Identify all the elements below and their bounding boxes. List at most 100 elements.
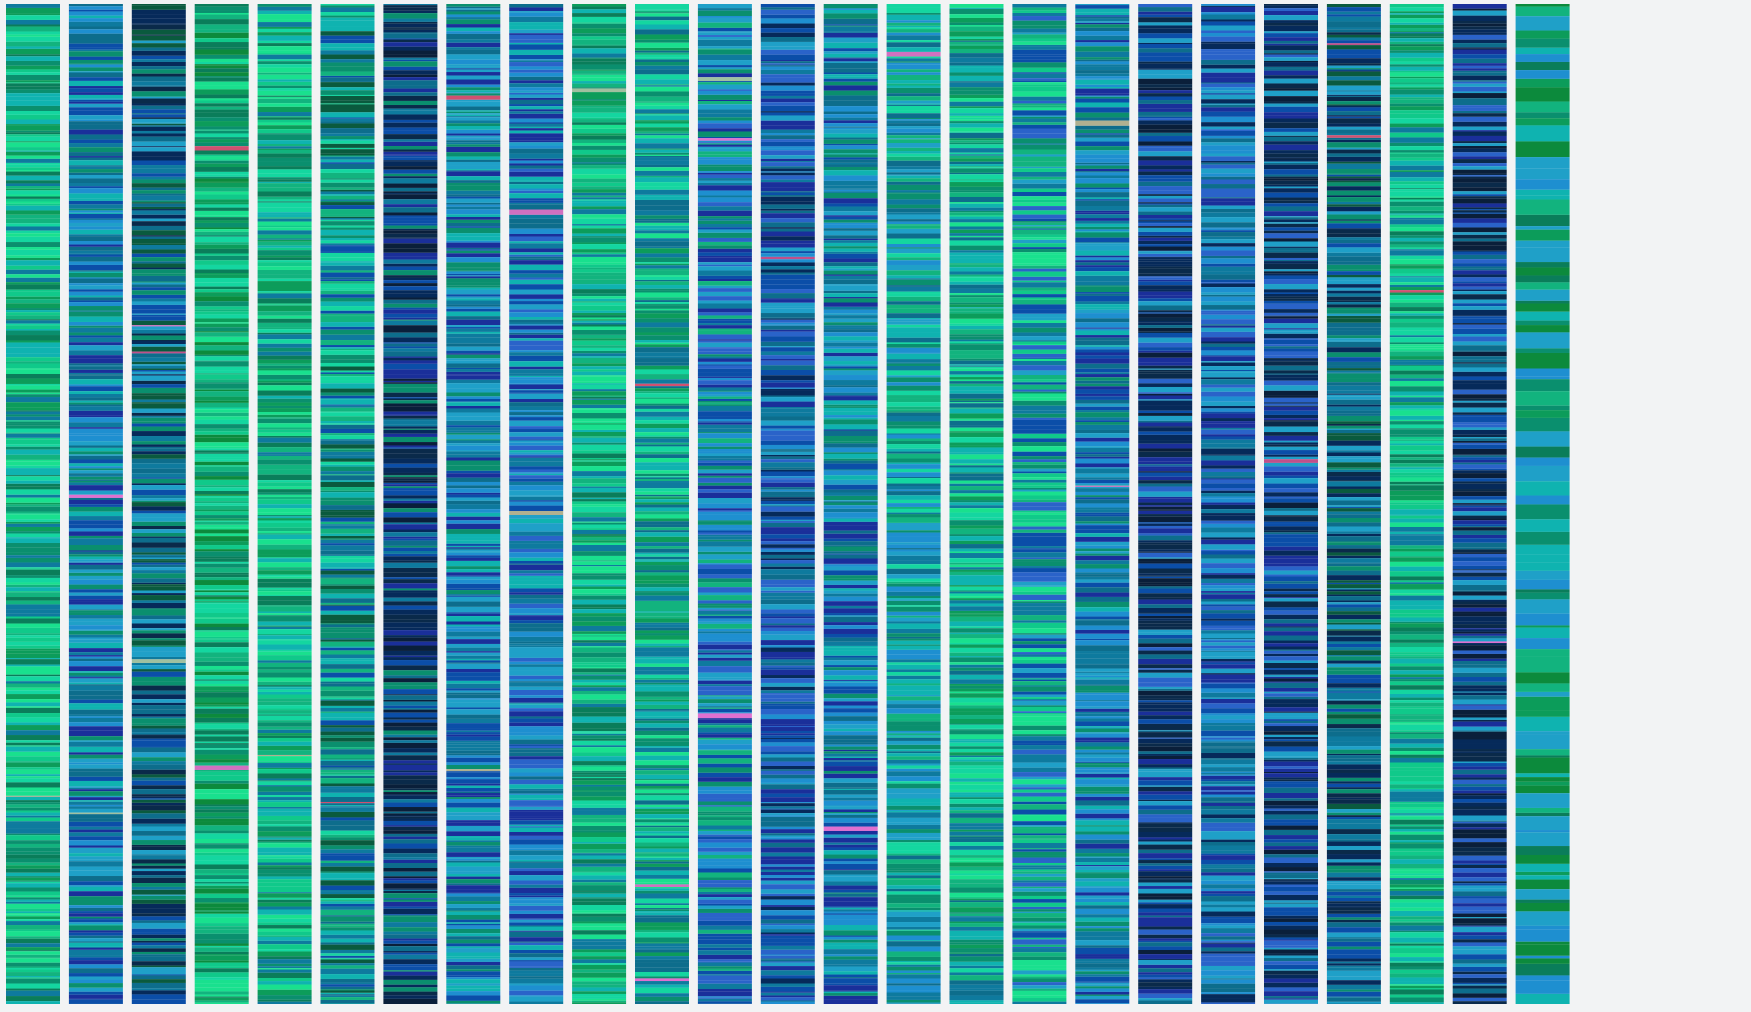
stripe xyxy=(886,549,941,552)
stripe xyxy=(383,436,438,443)
stripe xyxy=(257,935,312,937)
stripe xyxy=(697,421,752,423)
stripe xyxy=(68,172,123,176)
stripe-column-15 xyxy=(886,4,941,1004)
stripe xyxy=(886,446,941,449)
stripe xyxy=(572,517,627,522)
stripe xyxy=(760,934,815,936)
stripe xyxy=(320,373,375,377)
stripe xyxy=(131,934,186,939)
stripe xyxy=(131,463,186,469)
stripe xyxy=(509,42,564,45)
stripe xyxy=(194,783,249,790)
stripe xyxy=(257,169,312,174)
stripe xyxy=(446,820,501,823)
stripe xyxy=(68,511,123,517)
stripe xyxy=(383,675,438,679)
stripe xyxy=(131,230,186,236)
stripe xyxy=(635,218,689,221)
stripe xyxy=(886,978,941,984)
stripe xyxy=(194,154,249,157)
stripe xyxy=(823,293,878,298)
stripe xyxy=(257,88,312,91)
stripe xyxy=(635,542,689,547)
stripe xyxy=(320,632,375,639)
stripe xyxy=(194,497,249,502)
stripe xyxy=(823,81,878,86)
stripe xyxy=(886,175,941,179)
stripe xyxy=(383,380,438,383)
stripe xyxy=(320,871,375,873)
stripe xyxy=(383,737,438,741)
stripe xyxy=(446,714,501,719)
stripe xyxy=(6,722,60,726)
stripe xyxy=(697,521,752,525)
stripe xyxy=(886,598,941,600)
stripe xyxy=(949,212,1004,216)
stripe xyxy=(6,476,60,481)
stripe xyxy=(760,430,815,436)
stripe xyxy=(697,365,752,369)
stripe xyxy=(760,802,815,804)
stripe xyxy=(635,344,689,348)
stripe xyxy=(509,375,564,378)
stripe xyxy=(760,161,815,163)
stripe xyxy=(68,746,123,753)
stripe xyxy=(635,225,689,229)
stripe xyxy=(68,63,123,65)
stripe xyxy=(760,839,815,843)
stripe xyxy=(635,102,689,106)
stripe xyxy=(257,882,312,887)
stripe xyxy=(572,242,627,245)
stripe xyxy=(635,215,689,219)
stripe xyxy=(572,376,627,382)
stripe xyxy=(572,786,627,791)
stripe xyxy=(446,785,501,788)
stripe xyxy=(257,557,312,559)
stripe xyxy=(68,101,123,104)
stripe xyxy=(383,199,438,205)
stripe xyxy=(446,72,501,76)
stripe xyxy=(383,891,438,894)
stripe xyxy=(320,54,375,60)
stripe xyxy=(257,183,312,188)
stripe xyxy=(194,137,249,140)
stripe xyxy=(6,114,60,120)
stripe xyxy=(320,801,375,804)
stripe xyxy=(6,134,60,137)
stripe xyxy=(446,289,501,295)
stripe xyxy=(6,24,60,27)
stripe xyxy=(194,551,249,557)
stripe xyxy=(68,891,123,897)
stripe xyxy=(760,166,815,169)
stripe xyxy=(131,14,186,19)
stripe xyxy=(509,176,564,181)
stripe xyxy=(383,508,438,513)
stripe xyxy=(68,886,123,892)
stripe xyxy=(697,666,752,671)
stripe xyxy=(383,975,438,980)
stripe xyxy=(68,601,123,605)
stripe xyxy=(823,788,878,790)
stripe xyxy=(320,297,375,302)
stripe xyxy=(320,490,375,493)
stripe xyxy=(383,429,438,434)
stripe xyxy=(6,921,60,926)
stripe xyxy=(949,192,1004,197)
stripe xyxy=(886,853,941,856)
stripe xyxy=(383,57,438,60)
stripe xyxy=(697,443,752,447)
stripe xyxy=(320,598,375,603)
stripe xyxy=(194,630,249,632)
stripe xyxy=(446,560,501,567)
stripe xyxy=(68,870,123,877)
stripe xyxy=(257,79,312,82)
stripe xyxy=(760,821,815,827)
stripe xyxy=(823,889,878,893)
stripe xyxy=(446,907,501,911)
stripe xyxy=(6,439,60,445)
stripe xyxy=(760,65,815,67)
stripe xyxy=(383,486,438,489)
stripe xyxy=(635,322,689,328)
stripe xyxy=(949,155,1004,159)
